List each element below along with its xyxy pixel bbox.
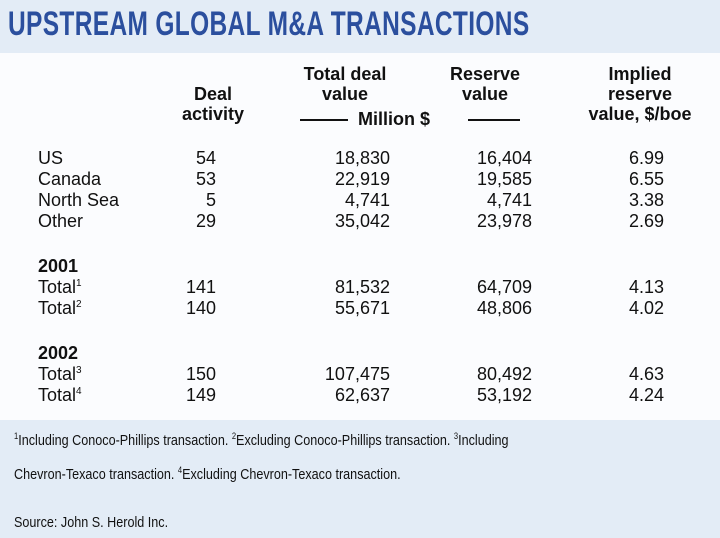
row-label: Total4 bbox=[38, 385, 82, 406]
deal-activity-cell: 53 bbox=[195, 169, 216, 189]
total-deal-value-cell: 22,919 bbox=[334, 169, 390, 189]
footnote-3-marker: 3 bbox=[453, 431, 459, 441]
footnote-3-text: Including bbox=[458, 432, 509, 449]
reserve-value-cell: 23,978 bbox=[476, 211, 532, 231]
footnote-2-marker: 2 bbox=[231, 431, 237, 441]
total-deal-value-cell: 62,637 bbox=[334, 385, 390, 405]
year-heading: 2002 bbox=[38, 343, 79, 363]
total-deal-value-cell: 18,830 bbox=[334, 148, 390, 168]
total-deal-value-cell: 55,671 bbox=[334, 298, 390, 318]
reserve-value-cell: 4,741 bbox=[486, 190, 532, 210]
header-implied-line1: Implied bbox=[608, 64, 672, 84]
deal-activity-cell: 150 bbox=[185, 364, 216, 384]
reserve-value-cell: 64,709 bbox=[476, 277, 532, 297]
footnotes: 1Including Conoco-Phillips transaction. … bbox=[0, 420, 720, 538]
footnote-marker: 2 bbox=[76, 299, 82, 310]
reserve-value-cell: 53,192 bbox=[476, 385, 532, 405]
header-implied-line3: value, $/boe bbox=[588, 104, 692, 124]
row-label: Total2 bbox=[38, 298, 82, 319]
row-label: Other bbox=[38, 211, 84, 231]
total-deal-value-cell: 4,741 bbox=[344, 190, 390, 210]
header-total-line1: Total deal bbox=[303, 64, 387, 84]
header-implied-line2: reserve bbox=[607, 84, 673, 104]
row-label-text: Total bbox=[38, 298, 77, 318]
footnote-3-text-cont: Chevron-Texaco transaction. bbox=[14, 466, 178, 483]
footnote-marker: 4 bbox=[76, 386, 82, 397]
deal-activity-cell: 141 bbox=[185, 277, 216, 297]
row-label: Canada bbox=[38, 169, 102, 189]
reserve-value-cell: 80,492 bbox=[476, 364, 532, 384]
deal-activity-cell: 54 bbox=[195, 148, 216, 168]
unit-label: Million $ bbox=[358, 109, 430, 129]
table-row: Total4 149 62,637 53,192 4.24 bbox=[0, 385, 720, 406]
total-deal-value-cell: 81,532 bbox=[334, 277, 390, 297]
implied-reserve-value-cell: 3.38 bbox=[628, 190, 664, 210]
table-row: Other 29 35,042 23,978 2.69 bbox=[0, 211, 720, 232]
row-label: North Sea bbox=[38, 190, 120, 210]
table-row: Total1 141 81,532 64,709 4.13 bbox=[0, 277, 720, 298]
header-total-line2: value bbox=[321, 84, 369, 104]
total-deal-value-cell: 35,042 bbox=[334, 211, 390, 231]
implied-reserve-value-cell: 4.13 bbox=[628, 277, 664, 297]
table-row: North Sea 5 4,741 4,741 3.38 bbox=[0, 190, 720, 211]
row-label: US bbox=[38, 148, 64, 168]
footnote-line-2: Chevron-Texaco transaction. 4Excluding C… bbox=[14, 466, 401, 484]
total-deal-value-cell: 107,475 bbox=[324, 364, 390, 384]
row-label-text: Total bbox=[38, 364, 77, 384]
header-deal-line2: activity bbox=[181, 104, 245, 124]
header-reserve-value: Reserve value bbox=[440, 64, 530, 104]
reserve-value-cell: 16,404 bbox=[476, 148, 532, 168]
table-row: Total2 140 55,671 48,806 4.02 bbox=[0, 298, 720, 319]
header-reserve-line1: Reserve bbox=[449, 64, 521, 84]
table-panel: Deal activity Total deal value Reserve v… bbox=[0, 53, 720, 420]
unit-span: Million $ bbox=[296, 109, 526, 129]
footnote-1-marker: 1 bbox=[14, 431, 19, 441]
row-label-text: Total bbox=[38, 385, 77, 405]
header-reserve-line2: value bbox=[461, 84, 509, 104]
table-row: Total3 150 107,475 80,492 4.63 bbox=[0, 364, 720, 385]
implied-reserve-value-cell: 4.02 bbox=[628, 298, 664, 318]
footnote-4-text: Excluding Chevron-Texaco transaction. bbox=[182, 466, 401, 483]
deal-activity-cell: 140 bbox=[185, 298, 216, 318]
implied-reserve-value-cell: 6.55 bbox=[628, 169, 664, 189]
row-label: Total3 bbox=[38, 364, 82, 385]
header-implied-value: Implied reserve value, $/boe bbox=[575, 64, 705, 124]
unit-rule-right bbox=[468, 119, 520, 121]
implied-reserve-value-cell: 4.63 bbox=[628, 364, 664, 384]
unit-rule-left bbox=[300, 119, 348, 121]
source-note: Source: John S. Herold Inc. bbox=[14, 514, 169, 531]
header-deal-line1: Deal bbox=[193, 84, 233, 104]
deal-activity-cell: 149 bbox=[185, 385, 216, 405]
implied-reserve-value-cell: 2.69 bbox=[628, 211, 664, 231]
footnote-marker: 1 bbox=[76, 278, 82, 289]
table-row: Canada 53 22,919 19,585 6.55 bbox=[0, 169, 720, 190]
implied-reserve-value-cell: 4.24 bbox=[628, 385, 664, 405]
row-label: Total1 bbox=[38, 277, 82, 298]
header-total-deal-value: Total deal value bbox=[290, 64, 400, 104]
year-heading: 2001 bbox=[38, 256, 79, 276]
header-deal-activity: Deal activity bbox=[168, 84, 258, 124]
implied-reserve-value-cell: 6.99 bbox=[628, 148, 664, 168]
deal-activity-cell: 29 bbox=[195, 211, 216, 231]
reserve-value-cell: 19,585 bbox=[476, 169, 532, 189]
footnote-4-marker: 4 bbox=[177, 465, 183, 475]
reserve-value-cell: 48,806 bbox=[476, 298, 532, 318]
table-title: Upstream global M&A transactions bbox=[8, 5, 530, 43]
deal-activity-cell: 5 bbox=[205, 190, 216, 210]
footnote-line-1: 1Including Conoco-Phillips transaction. … bbox=[14, 432, 509, 450]
footnote-1-text: Including Conoco-Phillips transaction. bbox=[18, 432, 232, 449]
footnote-2-text: Excluding Conoco-Phillips transaction. bbox=[236, 432, 454, 449]
table-row: US 54 18,830 16,404 6.99 bbox=[0, 148, 720, 169]
row-label-text: Total bbox=[38, 277, 77, 297]
footnote-marker: 3 bbox=[76, 365, 82, 376]
